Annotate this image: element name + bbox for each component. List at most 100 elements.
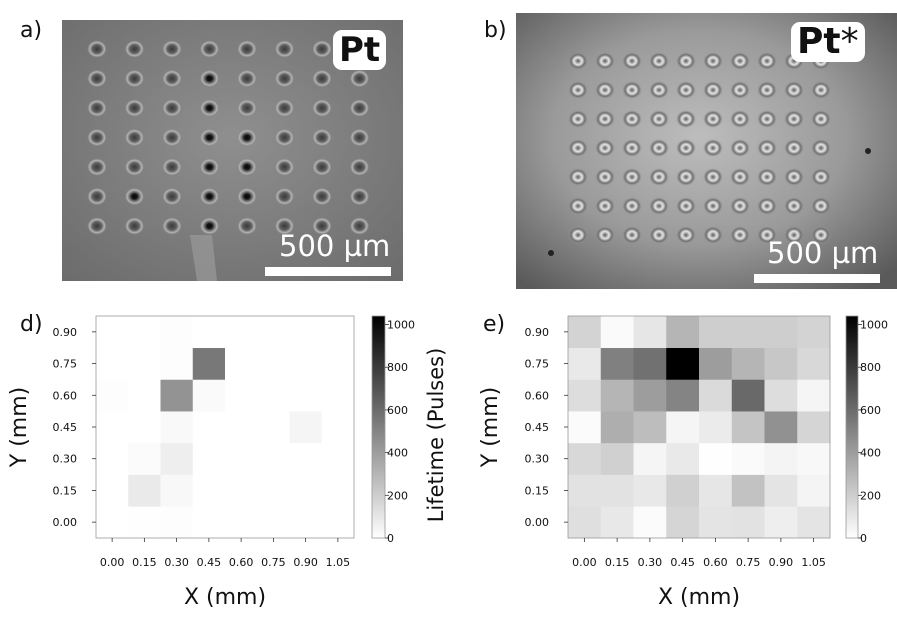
heatmap-cell [321, 411, 355, 444]
heatmap-cell [764, 347, 798, 380]
crater-a [87, 40, 107, 58]
y-tick-label: 0.15 [53, 484, 78, 497]
colorbar-tick-label: 200 [387, 489, 408, 502]
heatmap-cell [764, 474, 798, 507]
heatmap-cell [225, 442, 258, 475]
heatmap-cell [600, 474, 634, 507]
heatmap-cell [96, 411, 129, 444]
crater-b [703, 81, 723, 99]
colorbar [845, 315, 859, 539]
crater-b [811, 197, 831, 215]
crater-a [312, 99, 332, 117]
heatmap-cell [764, 442, 798, 475]
crater-a [124, 40, 145, 58]
heatmap-cell [731, 474, 765, 507]
heatmap-cell [289, 379, 323, 412]
crater-a [162, 40, 182, 58]
crater-hole-a [204, 162, 215, 172]
crater-b [676, 197, 696, 215]
colorbar-tick-label: 400 [860, 447, 881, 460]
heatmap-cell [289, 316, 323, 349]
y-tick-label: 0.75 [53, 358, 78, 371]
crater-b [568, 52, 588, 70]
colorbar-tick-label: 1000 [860, 319, 888, 332]
heatmap-cell [797, 379, 831, 412]
heatmap-cell [568, 411, 602, 444]
colorbar-tick-label: 600 [387, 404, 408, 417]
y-tick-label: 0.90 [53, 326, 78, 339]
heatmap-cell [225, 474, 258, 507]
crater-a [312, 128, 332, 147]
crater-b [622, 81, 642, 99]
heatmap-cell [568, 506, 602, 539]
heatmap-cell [633, 474, 667, 507]
x-tick-label: 0.00 [572, 556, 597, 569]
crater-b [622, 52, 642, 70]
crater-b [649, 226, 669, 244]
y-axis-label: Y (mm) [478, 387, 503, 468]
crater-b [703, 52, 723, 70]
panel-letter-e: e) [483, 312, 506, 337]
colorbar-tick-label: 600 [860, 404, 881, 417]
crater-b [784, 168, 804, 186]
crater-b [703, 226, 723, 244]
crater-b [568, 81, 588, 99]
heatmap-cell [257, 316, 290, 349]
scale-bar-b [754, 274, 880, 283]
x-tick-label: 0.15 [605, 556, 630, 569]
crater-b [811, 81, 831, 99]
crater-b [730, 139, 750, 157]
crater-b [595, 139, 615, 157]
y-tick-label: 0.15 [525, 484, 550, 497]
material-label-text: Pt [797, 21, 841, 62]
crater-hole-a [204, 133, 215, 142]
heatmap-cell [797, 347, 831, 380]
heatmap-cell [600, 347, 634, 380]
crater-a [87, 217, 107, 235]
crater-b [676, 52, 696, 70]
crater-a [237, 99, 257, 117]
heatmap-e: 0.00 0.15 0.30 0.45 0.60 0.75 0.90 1.05 0.00 0.15… [478, 315, 888, 610]
crater-b [649, 81, 669, 99]
heatmap-cell [797, 506, 831, 539]
heatmap-cell [699, 474, 733, 507]
crater-b [595, 110, 615, 128]
crater-a [162, 158, 182, 176]
heatmap-cell [160, 316, 194, 349]
crater-a [312, 187, 332, 206]
crater-hole-a [242, 133, 252, 142]
heatmap-cell [568, 347, 602, 380]
crater-a [162, 99, 182, 117]
heatmap-cell [96, 379, 129, 412]
crater-hole-a [242, 192, 252, 201]
heatmap-cell [699, 379, 733, 412]
crater-b [811, 110, 831, 128]
heatmap-cell [257, 411, 290, 444]
crater-b [568, 197, 588, 215]
crater-b [730, 110, 750, 128]
heatmap-cell [568, 442, 602, 475]
heatmap-cell [128, 506, 161, 539]
crater-b [784, 139, 804, 157]
crater-b [568, 139, 588, 157]
crater-b [730, 168, 750, 186]
colorbar-tick-label: 800 [387, 361, 408, 374]
y-tick-label: 0.45 [525, 421, 550, 434]
heatmap-cell [666, 316, 700, 349]
heatmap-cell [731, 379, 765, 412]
heatmap-cell [699, 316, 733, 349]
heatmap-cell [666, 442, 700, 475]
crater-b [730, 52, 750, 70]
crater-a [349, 128, 370, 147]
heatmap-cell [160, 474, 194, 507]
heatmap-cell [568, 316, 602, 349]
heatmap-cell [731, 347, 765, 380]
colorbar-tick-label: 0 [387, 532, 394, 545]
heatmap-cell [666, 379, 700, 412]
heatmap-cell [600, 379, 634, 412]
heatmap-cell [666, 506, 700, 539]
particle-b [548, 250, 554, 256]
crater-b [811, 168, 831, 186]
crater-b [757, 139, 777, 157]
y-axis-label: Y (mm) [7, 387, 32, 468]
